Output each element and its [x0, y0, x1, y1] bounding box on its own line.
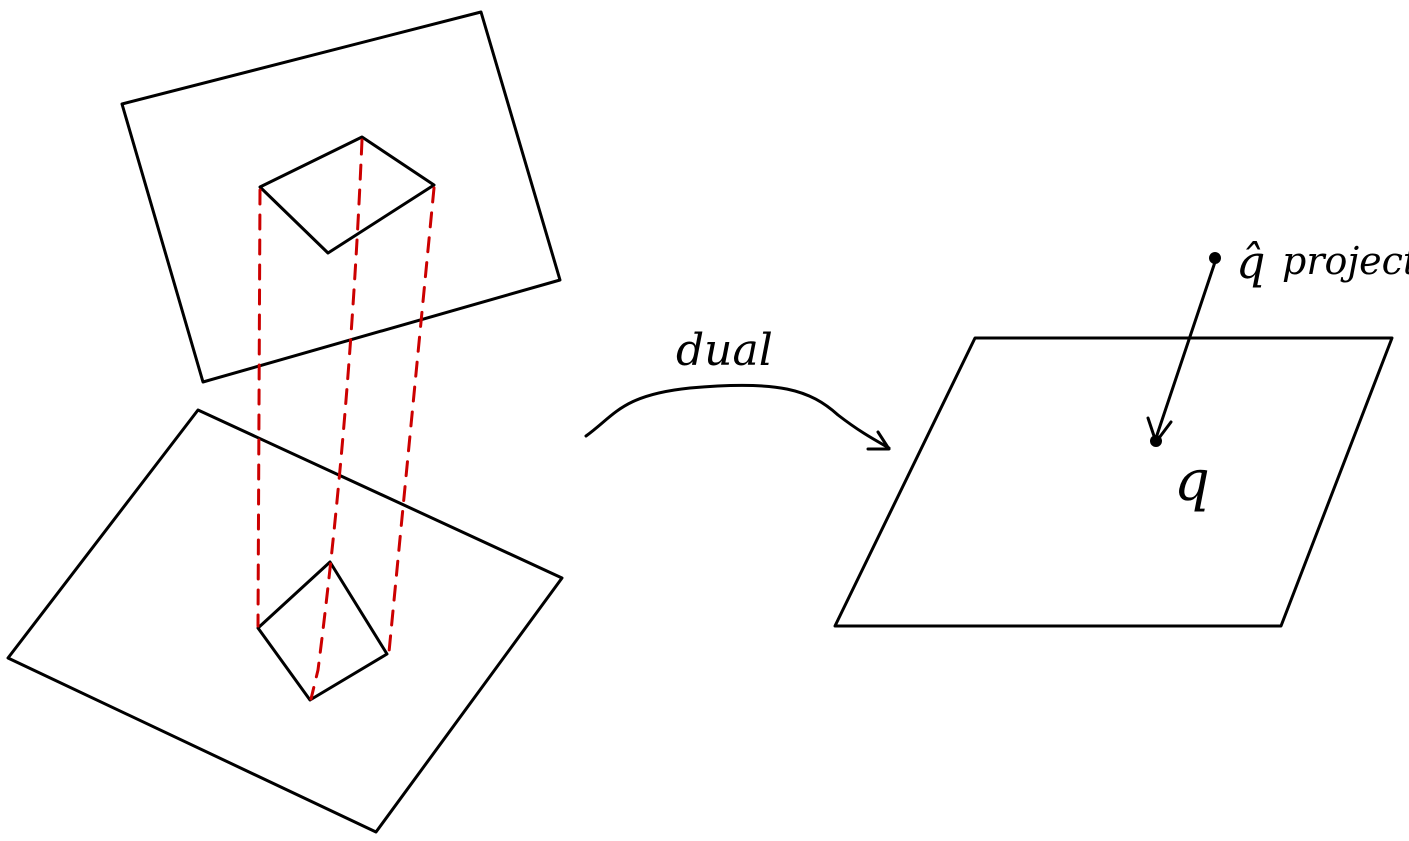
projection-arrow [1154, 260, 1217, 440]
q-label: q [1174, 449, 1210, 514]
projection-line-3 [387, 186, 436, 654]
upper-plane [120, 10, 562, 384]
q-hat-label: q̂ [1236, 235, 1265, 289]
dual-label: dual [676, 325, 773, 376]
dual-arrow: dual [584, 325, 891, 451]
left-figure [6, 10, 564, 834]
lower-plane [6, 408, 564, 834]
projection-line-1 [256, 188, 262, 628]
dual-arrow-curve [584, 383, 891, 450]
projection-lines [256, 138, 436, 701]
projection-line-2 [309, 138, 364, 701]
lower-quadrilateral [256, 560, 389, 702]
right-plane [833, 336, 1394, 628]
point-q [1150, 435, 1162, 447]
dual-arrow-head [866, 430, 891, 451]
right-figure: q̂ project q [833, 235, 1409, 628]
upper-quadrilateral [258, 135, 436, 255]
point-q-hat [1209, 252, 1221, 264]
project-label: project [1282, 239, 1409, 283]
